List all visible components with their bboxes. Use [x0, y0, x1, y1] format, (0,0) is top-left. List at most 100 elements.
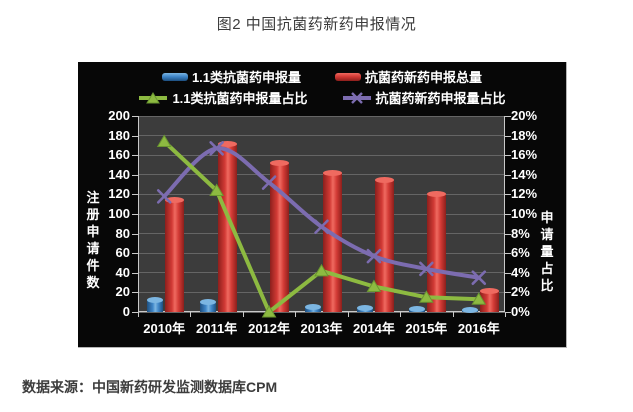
bar-cap [356, 305, 373, 312]
right-axis-line [504, 116, 505, 312]
legend-label: 抗菌药新药申报总量 [365, 70, 483, 85]
bar-cap [147, 297, 164, 304]
bar-cap [322, 169, 342, 176]
right-axis-tick-label: 12% [511, 186, 538, 202]
x-marker [471, 270, 487, 285]
chart-panel: 1.1类抗菌药申报量 抗菌药新药申报总量 1.1类抗菌药申报量占比 抗菌药新药申报量占… [78, 62, 567, 348]
left-axis-tick [132, 214, 138, 215]
legend-item: 抗菌药新药申报总量 [335, 67, 482, 86]
bar-cap [374, 176, 394, 183]
left-axis-tick-label: 200 [108, 108, 130, 123]
legend-swatch-triangle-icon [139, 91, 168, 103]
x-axis-tick [400, 312, 402, 317]
right-axis-tick [505, 116, 511, 117]
right-axis-tick [505, 292, 511, 294]
bar-class11 [356, 305, 373, 312]
x-axis-tick [452, 312, 454, 317]
left-axis-tick-label: 0 [122, 304, 130, 319]
bar-total [217, 141, 237, 312]
legend-row: 1.1类抗菌药申报量占比 抗菌药新药申报量占比 [138, 88, 506, 107]
left-axis-tick [132, 233, 138, 235]
right-axis-tick [505, 155, 511, 157]
right-axis-tick [505, 194, 511, 196]
legend-item: 抗菌药新药申报量占比 [342, 88, 506, 107]
right-axis-tick-label: 2% [511, 284, 530, 300]
bar-cap [427, 191, 447, 198]
left-axis-tick [132, 292, 138, 294]
bar-cap [409, 306, 426, 313]
x-axis-tick [505, 312, 506, 317]
bar-cap [165, 197, 185, 204]
bar-total [479, 288, 499, 312]
left-axis-tick [132, 116, 138, 117]
x-axis-tick [295, 312, 297, 317]
gridline [138, 115, 505, 117]
x-axis-tick-label: 2012年 [248, 321, 291, 336]
x-axis-tick [190, 312, 192, 317]
left-axis-tick-label: 40 [115, 264, 130, 280]
bar-cap [304, 304, 321, 311]
left-axis-tick-label: 160 [108, 147, 130, 163]
legend-label: 抗菌药新药申报量占比 [375, 91, 506, 106]
chart-title: 图2 中国抗菌药新药申报情况 [216, 16, 417, 33]
right-axis-tick [505, 174, 511, 176]
x-axis-tick [242, 312, 244, 317]
gridline [138, 233, 505, 235]
gridline [138, 193, 505, 195]
legend-swatch-bar [335, 72, 362, 81]
x-axis-tick-label: 2013年 [300, 321, 343, 336]
bar-cap [479, 288, 499, 295]
right-axis-tick [505, 135, 511, 137]
right-axis-tick-label: 4% [511, 264, 530, 280]
bar-total [270, 160, 290, 312]
gridline [138, 252, 505, 254]
x-axis-tick [138, 312, 139, 317]
x-axis-line [138, 311, 505, 312]
bar-class11 [461, 307, 478, 314]
plot-area [138, 115, 505, 318]
right-axis-tick-label: 14% [511, 166, 538, 182]
left-axis-tick-label: 60 [115, 245, 130, 261]
right-axis-tick-label: 6% [511, 245, 530, 261]
right-axis-tick-label: 16% [511, 147, 538, 163]
x-axis-tick [347, 312, 349, 317]
gridline [138, 174, 505, 176]
left-axis-tick [132, 312, 138, 313]
bar-class11 [199, 299, 216, 312]
gridline [138, 154, 505, 156]
gridline [138, 272, 505, 274]
left-axis-tick-label: 80 [115, 225, 130, 241]
right-axis-tick-label: 0% [511, 304, 530, 319]
left-axis-tick-label: 20 [115, 284, 130, 300]
legend-swatch-bar [161, 72, 188, 81]
right-axis-tick-label: 8% [511, 225, 530, 241]
left-axis-tick-label: 180 [108, 127, 130, 143]
left-axis-tick-label: 100 [108, 206, 130, 221]
bar-class11 [147, 297, 164, 312]
right-axis-tick-label: 18% [511, 127, 538, 143]
bar-total [165, 197, 185, 312]
bar-total [374, 176, 394, 312]
x-axis-tick-label: 2016年 [457, 321, 500, 336]
bar-cap [270, 160, 290, 167]
right-axis-tick [505, 214, 511, 215]
right-axis-tick [505, 233, 511, 235]
bar-total [322, 169, 342, 312]
bar-cap [461, 307, 478, 314]
bar-cap [199, 299, 216, 306]
right-axis-title: 申 请 量 占 比 [540, 210, 554, 293]
triangle-marker [156, 134, 172, 147]
bar-total [427, 191, 447, 312]
x-axis-tick-label: 2015年 [405, 321, 448, 336]
left-axis-title: 注 册 申 请 件 数 [86, 190, 100, 290]
right-axis-tick-label: 20% [511, 108, 538, 123]
legend-label: 1.1类抗菌药申报量 [191, 70, 302, 85]
x-axis-tick-label: 2014年 [352, 321, 395, 336]
x-axis-tick-label: 2010年 [143, 321, 186, 336]
gridline [138, 291, 505, 293]
gridline [138, 135, 505, 137]
legend-row: 1.1类抗菌药申报量 抗菌药新药申报总量 [161, 67, 482, 86]
left-axis-tick [132, 135, 138, 137]
right-axis-tick [505, 253, 511, 255]
